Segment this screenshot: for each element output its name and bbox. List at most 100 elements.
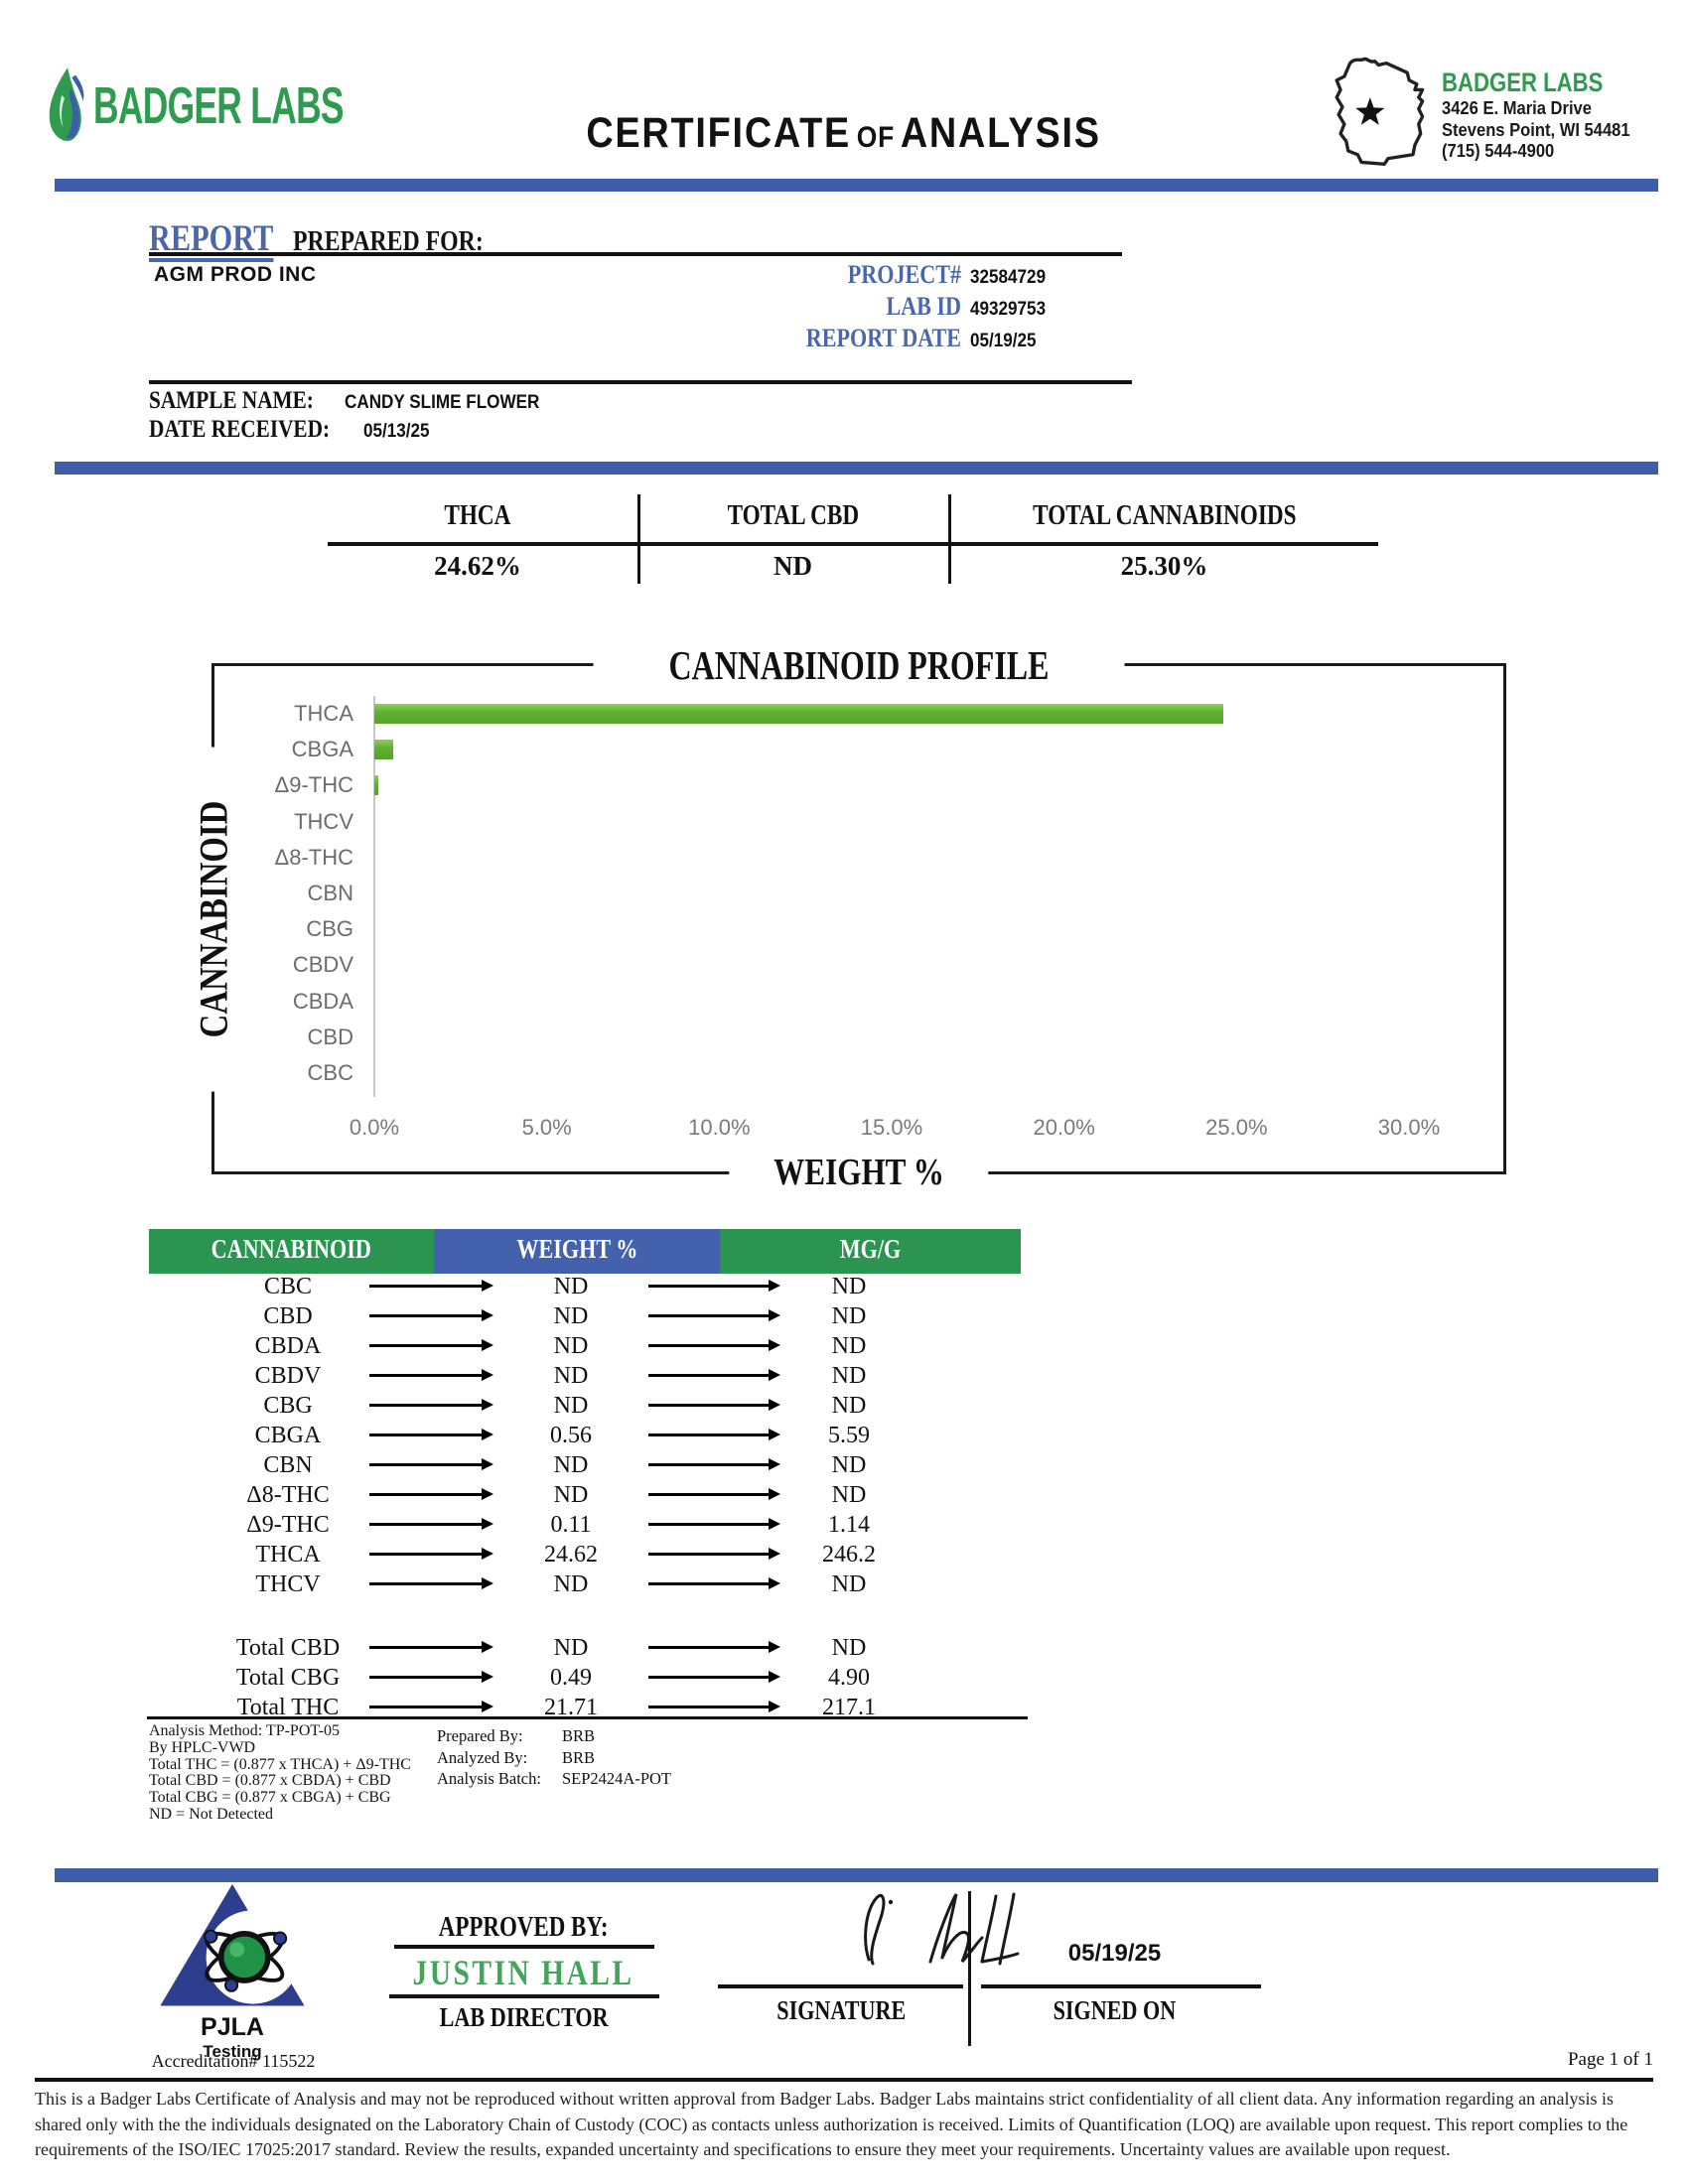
leaf-icon: [49, 68, 84, 142]
arrow-icon: [648, 1429, 780, 1440]
arrow-icon: [648, 1488, 780, 1500]
chart-row: THCV: [214, 804, 1503, 840]
arrow-icon: [648, 1280, 780, 1292]
chart-category-label: THCV: [294, 808, 353, 834]
lab-phone: (715) 544-4900: [1442, 141, 1555, 161]
row-mgg-value: ND: [831, 1571, 867, 1597]
arrow-icon: [369, 1429, 493, 1440]
row-weight-value: ND: [553, 1303, 589, 1329]
row-cannabinoid-name: CBG: [263, 1393, 313, 1419]
table-row: CBDV ND ND: [149, 1361, 1021, 1391]
chart-category-label: Δ9-THC: [274, 772, 353, 798]
chart-axis-line: [373, 696, 375, 1097]
title-word-analysis: ANALYSIS: [901, 109, 1102, 157]
table-row: Δ9-THC 0.11 1.14: [149, 1510, 1021, 1540]
report-meta: PROJECT# 32584729 LAB ID 49329753 REPORT…: [695, 260, 1077, 355]
chart-category-label: CBD: [307, 1024, 353, 1049]
summary-col2-value: ND: [774, 551, 812, 581]
project-label: PROJECT#: [847, 260, 961, 289]
chart-plot-rows: THCA CBGA Δ9-THC THCV Δ8-THC CBN CBG CBDV CBDA CB…: [214, 696, 1503, 1091]
row-mgg-value: ND: [831, 1452, 867, 1478]
arrow-icon: [648, 1339, 780, 1351]
table-row: Total CBG 0.49 4.90: [149, 1663, 1021, 1693]
table-row: CBG ND ND: [149, 1391, 1021, 1421]
arrow-icon: [369, 1369, 493, 1381]
approver-name: JUSTIN HALL: [412, 1953, 635, 1992]
row-mgg-value: ND: [831, 1393, 867, 1419]
table-body: CBC ND ND CBD ND ND CBDA ND ND CBDV ND ND CBG ND ND CBG…: [149, 1272, 1021, 1722]
arrow-icon: [369, 1577, 493, 1589]
row-cannabinoid-name: Total THC: [236, 1695, 340, 1720]
method-footnotes: Analysis Method: TP-POT-05 By HPLC-VWD T…: [149, 1722, 411, 1824]
row-mgg-value: ND: [831, 1274, 867, 1299]
document-title: CERTIFICATE OF ANALYSIS: [0, 109, 1688, 158]
arrow-icon: [369, 1458, 493, 1470]
arrow-icon: [648, 1671, 780, 1683]
approved-by-label: APPROVED BY:: [439, 1912, 609, 1943]
chart-bar: [374, 775, 378, 796]
arrow-icon: [369, 1339, 493, 1351]
arrow-icon: [369, 1488, 493, 1500]
summary-col1-label: THCA: [444, 499, 511, 531]
approved-rule-2: [388, 1994, 659, 1998]
row-mgg-value: ND: [831, 1303, 867, 1329]
disclaimer-text: This is a Badger Labs Certificate of Ana…: [35, 2089, 1628, 2159]
summary-divider: [328, 542, 1378, 546]
chart-x-ticks: 0.0% 5.0% 10.0% 15.0% 20.0% 25.0% 30.0%: [214, 1115, 1503, 1141]
chart-row: CBDV: [214, 947, 1503, 983]
sample-name-row: SAMPLE NAME: CANDY SLIME FLOWER: [149, 387, 561, 415]
row-mgg-value: 246.2: [822, 1542, 876, 1568]
row-weight-value: ND: [553, 1635, 589, 1661]
row-weight-value: 0.11: [550, 1512, 592, 1538]
chart-category-label: CBGA: [291, 737, 353, 762]
chart-x-tick: 5.0%: [521, 1115, 572, 1140]
summary-col1-value: 24.62%: [434, 551, 521, 581]
row-weight-value: ND: [553, 1333, 589, 1359]
chart-bar: [374, 740, 394, 760]
row-weight-value: ND: [553, 1363, 589, 1389]
row-cannabinoid-name: Δ9-THC: [246, 1512, 330, 1538]
signature-divider: [968, 1891, 971, 2046]
footnote-line: Total CBG = (0.877 x CBGA) + CBG: [149, 1789, 391, 1807]
signature-icon: [864, 1892, 1020, 1966]
chart-x-tick: 30.0%: [1377, 1115, 1441, 1140]
row-cannabinoid-name: THCA: [255, 1542, 321, 1568]
row-cannabinoid-name: CBDV: [254, 1363, 322, 1389]
summary-col3-value: 25.30%: [1120, 551, 1208, 581]
row-mgg-value: 4.90: [828, 1665, 870, 1691]
table-header: CANNABINOID WEIGHT % MG/G: [149, 1229, 1021, 1274]
lab-address-line1: 3426 E. Maria Drive: [1442, 98, 1592, 118]
reportdate-value: 05/19/25: [970, 331, 1037, 351]
sample-name-value: CANDY SLIME FLOWER: [345, 392, 540, 413]
footnote-line: Total THC = (0.877 x THCA) + Δ9-THC: [149, 1755, 411, 1773]
chart-row: THCA: [214, 696, 1503, 732]
chart-row: Δ8-THC: [214, 840, 1503, 876]
row-mgg-value: ND: [831, 1363, 867, 1389]
project-value: 32584729: [970, 267, 1047, 288]
row-weight-value: 24.62: [544, 1542, 598, 1568]
row-mgg-value: ND: [831, 1635, 867, 1661]
meta-row-project: PROJECT# 32584729: [695, 260, 1077, 292]
title-word-of: OF: [857, 121, 896, 154]
row-cannabinoid-name: THCV: [255, 1571, 321, 1597]
table-bottom-rule: [147, 1716, 1028, 1719]
divider-bar-middle: [55, 462, 1658, 475]
chart-row: CBG: [214, 911, 1503, 947]
chart-x-tick: 20.0%: [1033, 1115, 1095, 1140]
analysis-footnotes: Prepared By: BRB Analyzed By: BRB Analys…: [437, 1725, 671, 1790]
row-cannabinoid-name: CBD: [263, 1303, 313, 1329]
row-weight-value: ND: [553, 1452, 589, 1478]
row-cannabinoid-name: Total CBD: [235, 1635, 341, 1661]
table-header-cannabinoid: CANNABINOID: [211, 1234, 372, 1264]
arrow-icon: [648, 1458, 780, 1470]
arrow-icon: [369, 1641, 493, 1653]
summary-col3-label: TOTAL CANNABINOIDS: [1032, 499, 1297, 531]
table-row: Δ8-THC ND ND: [149, 1480, 1021, 1510]
chart-x-tick: 25.0%: [1205, 1115, 1268, 1140]
arrow-icon: [648, 1577, 780, 1589]
chart-x-tick: 10.0%: [688, 1115, 751, 1140]
row-mgg-value: 1.14: [828, 1512, 870, 1538]
page-number: Page 1 of 1: [1567, 2049, 1653, 2070]
wisconsin-map-icon: [1335, 57, 1425, 167]
